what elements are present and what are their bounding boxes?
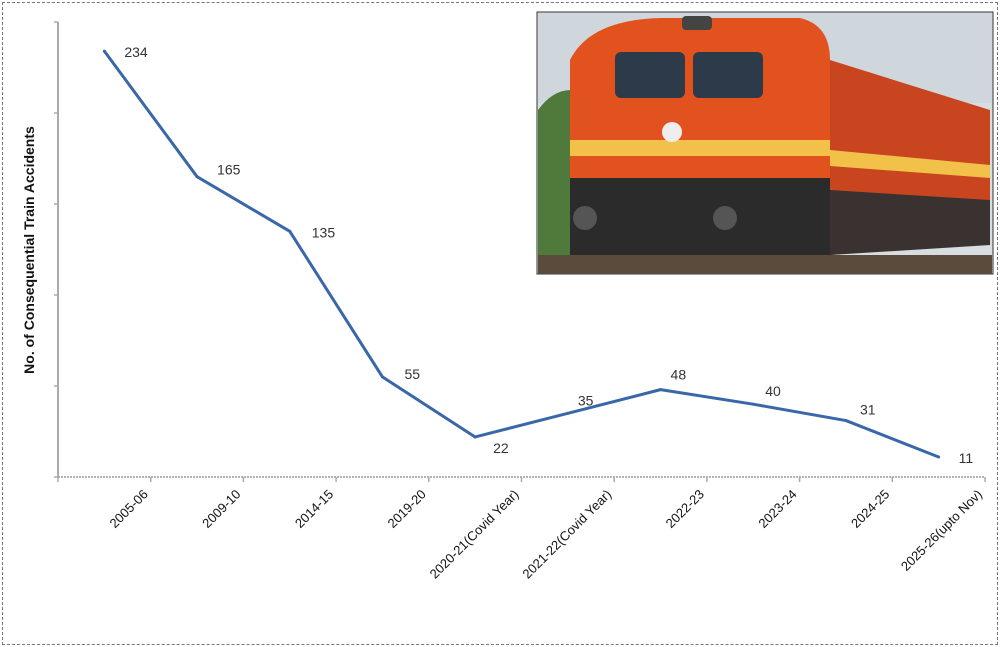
data-point (844, 419, 848, 423)
data-label: 11 (959, 450, 974, 466)
data-point (380, 375, 384, 379)
data-point (195, 175, 199, 179)
data-label: 55 (404, 366, 420, 382)
data-label: 135 (312, 224, 336, 240)
data-point (937, 455, 941, 459)
data-label: 40 (765, 383, 781, 399)
data-label: 165 (217, 162, 241, 178)
x-tick-label: 2024-25 (848, 487, 892, 531)
data-point (751, 402, 755, 406)
locomotive-photo (536, 11, 994, 275)
data-point (659, 388, 663, 392)
data-point (473, 435, 477, 439)
x-tick-label: 2023-24 (755, 487, 799, 531)
data-label: 31 (860, 402, 876, 418)
x-tick-label: 2025-26(upto Nov) (898, 487, 985, 574)
data-point (566, 411, 570, 415)
data-label: 22 (493, 440, 509, 456)
data-label: 48 (671, 367, 687, 383)
x-tick-label: 2021-22(Covid Year) (519, 487, 614, 582)
y-axis-title: No. of Consequential Train Accidents (21, 126, 37, 374)
x-tick-label: 2014-15 (292, 487, 336, 531)
data-point (102, 49, 106, 53)
x-tick-label: 2005-06 (106, 487, 150, 531)
x-tick-label: 2009-10 (199, 487, 243, 531)
data-label: 35 (578, 392, 594, 408)
data-label: 234 (124, 44, 148, 60)
x-tick-label: 2022-23 (663, 487, 707, 531)
x-tick-label: 2020-21(Covid Year) (427, 487, 522, 582)
series-line (103, 50, 940, 459)
x-tick-label: 2019-20 (385, 487, 429, 531)
data-point (288, 229, 292, 233)
